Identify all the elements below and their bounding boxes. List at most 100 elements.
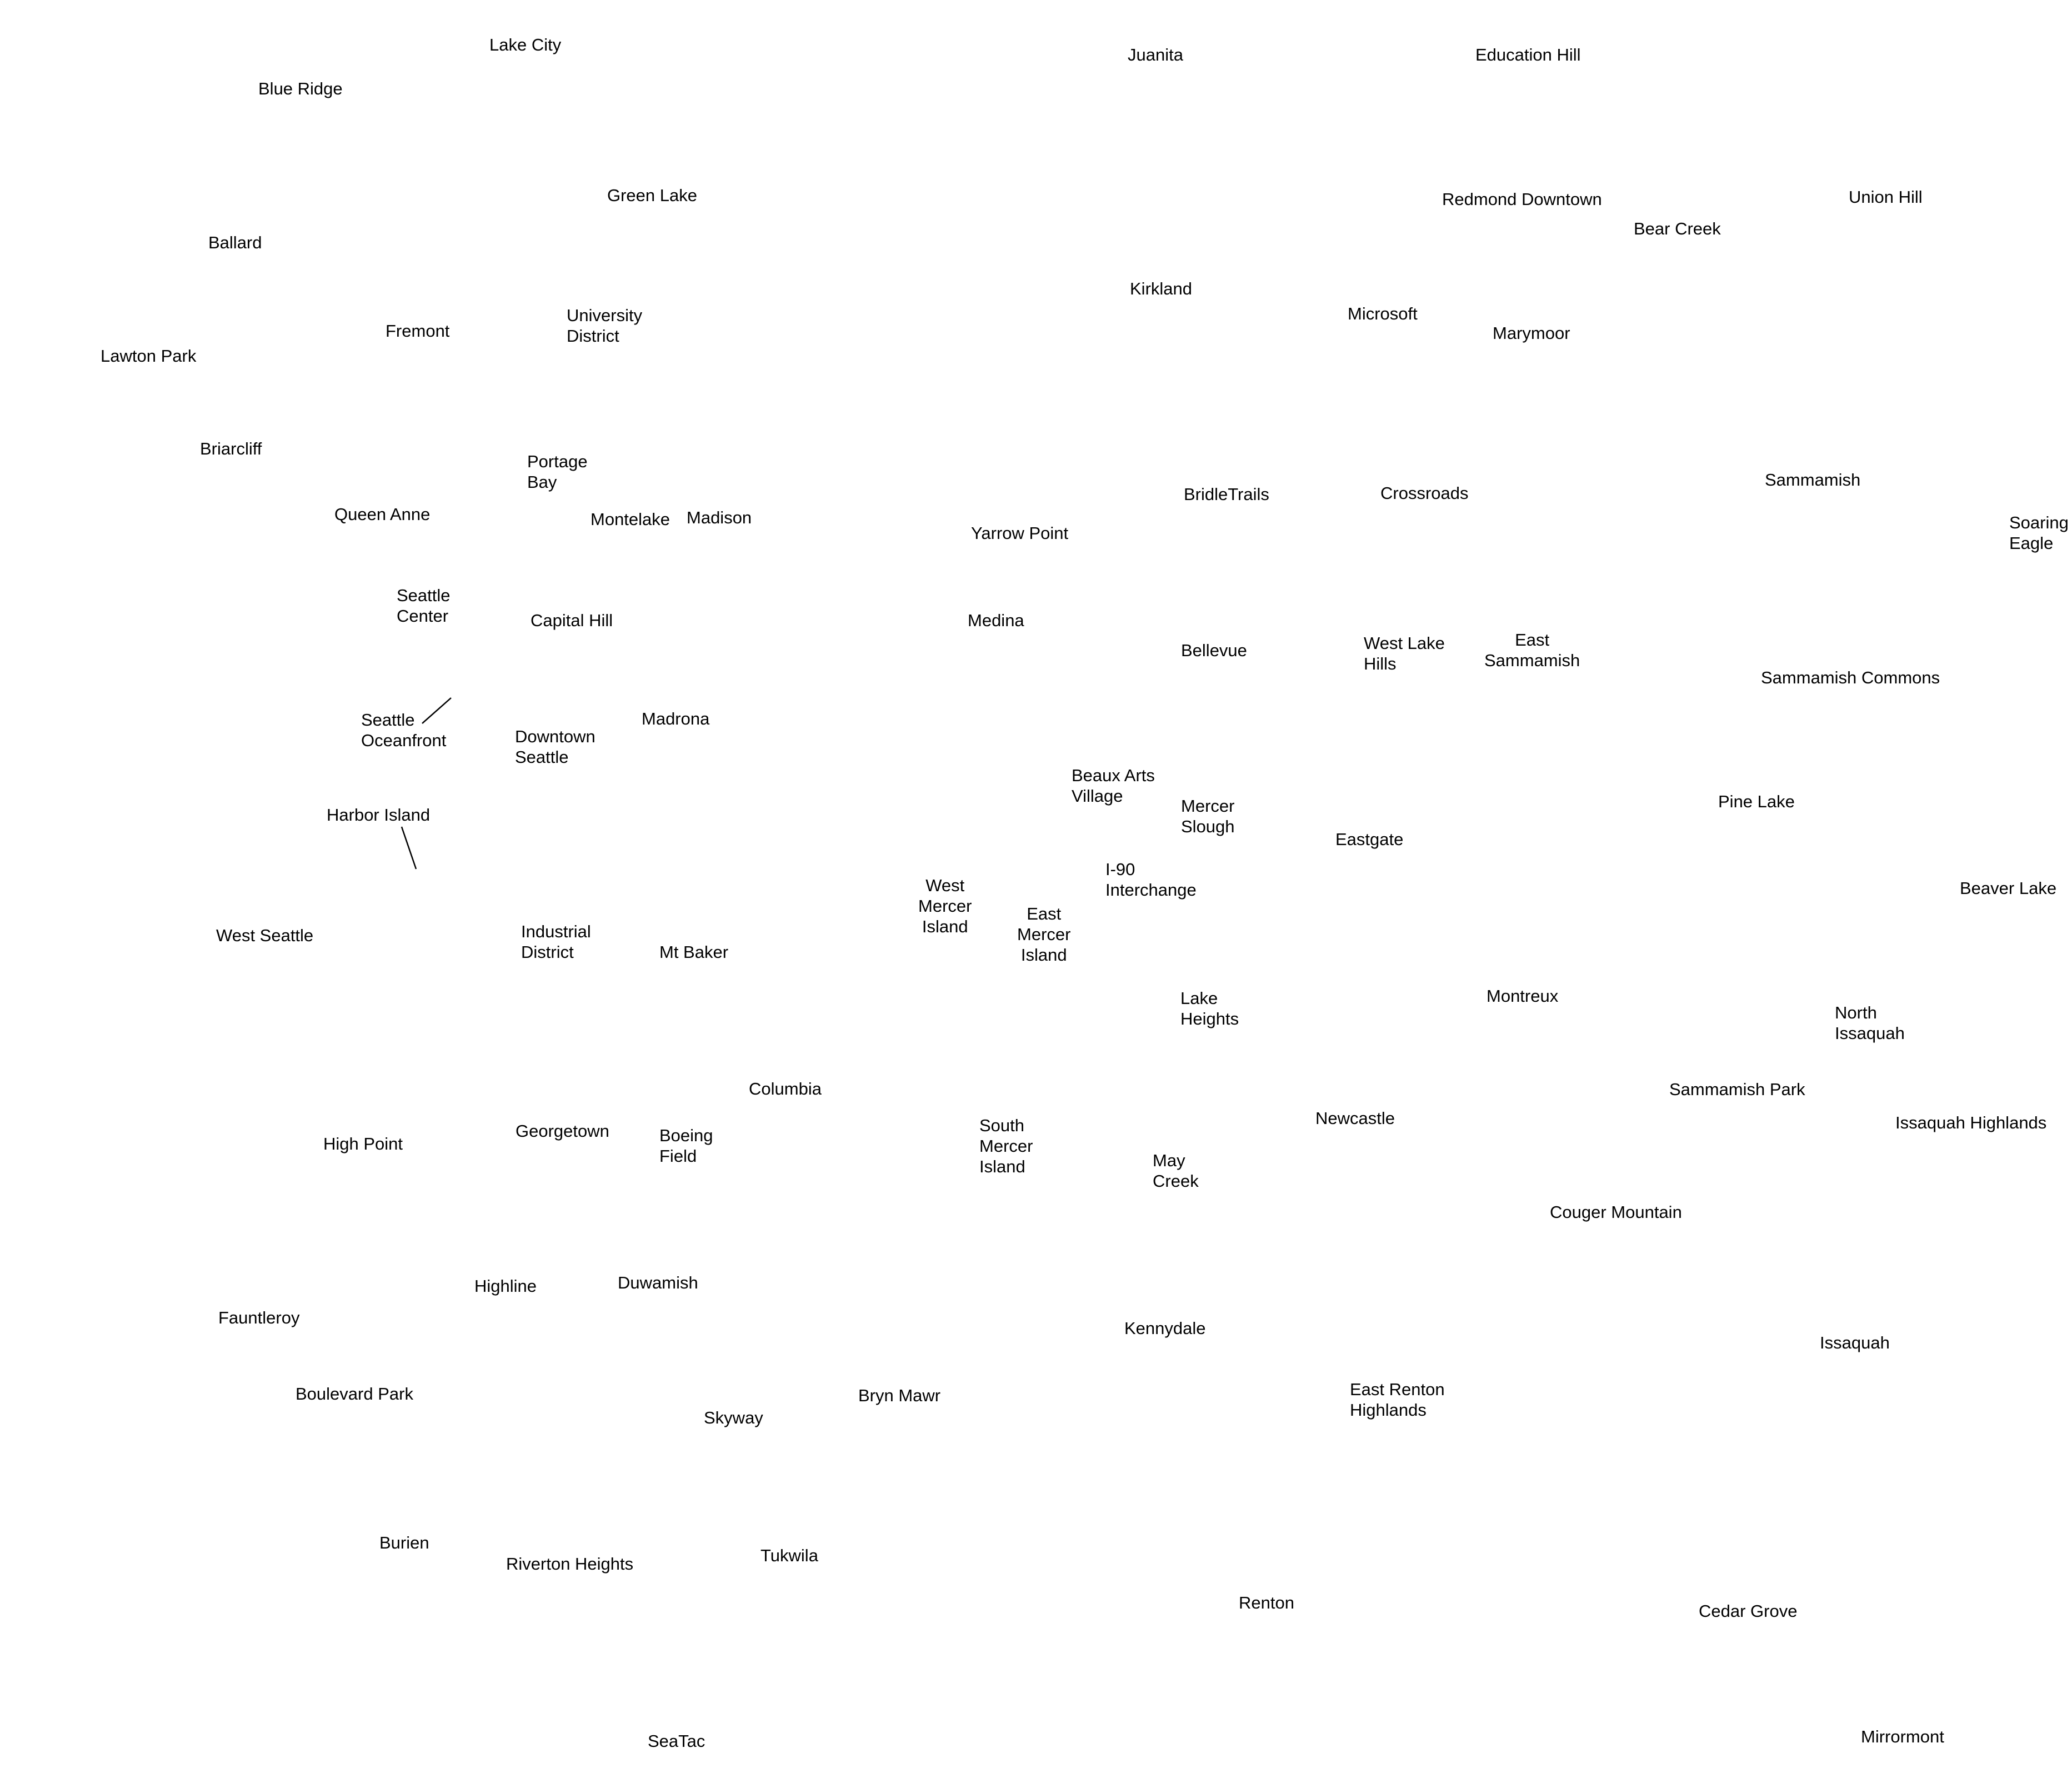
label-boulevard-park: Boulevard Park	[296, 1384, 413, 1404]
label-sammamish-park: Sammamish Park	[1669, 1080, 1805, 1099]
label-bellevue: Bellevue	[1181, 641, 1247, 660]
label-sammamish: Sammamish	[1765, 470, 1861, 490]
label-redmond-downtown: Redmond Downtown	[1442, 189, 1602, 209]
label-beaux-arts-village-line1: Beaux Arts	[1072, 766, 1155, 785]
label-west-mercer-island: West Mercer Island	[918, 875, 972, 937]
label-may-creek-line2: Creek	[1153, 1171, 1199, 1191]
label-lake-city: Lake City	[489, 35, 562, 54]
label-south-mercer-island-line2: Mercer	[979, 1136, 1033, 1156]
label-east-renton-highlands-line1: East Renton	[1350, 1380, 1445, 1399]
label-soaring-eagle-line1: Soaring	[2009, 513, 2069, 532]
label-north-issaquah: North Issaquah	[1835, 1002, 1905, 1043]
label-industrial-district: Industrial District	[521, 921, 591, 962]
label-issaquah: Issaquah	[1820, 1333, 1890, 1352]
label-west-mercer-island-line2: Mercer	[918, 896, 972, 916]
label-newcastle: Newcastle	[1315, 1108, 1395, 1128]
label-south-mercer-island-line1: South	[979, 1116, 1025, 1135]
label-riverton-heights: Riverton Heights	[506, 1554, 634, 1574]
label-lake-heights: Lake Heights	[1180, 988, 1239, 1029]
label-sammamish-commons: Sammamish Commons	[1761, 668, 1940, 687]
label-blue-ridge: Blue Ridge	[258, 79, 343, 98]
label-duwamish: Duwamish	[618, 1273, 698, 1292]
label-beaux-arts-village: Beaux Arts Village	[1072, 765, 1155, 806]
harbor-island-leader-line	[401, 826, 417, 870]
label-briarcliff: Briarcliff	[200, 439, 262, 458]
label-i90-interchange-line1: I-90	[1105, 860, 1135, 879]
label-kirkland: Kirkland	[1130, 279, 1192, 298]
label-mercer-slough-line2: Slough	[1181, 817, 1235, 836]
label-beaver-lake: Beaver Lake	[1960, 878, 2057, 898]
label-skyway: Skyway	[704, 1408, 763, 1427]
label-downtown-seattle-line2: Seattle	[515, 747, 569, 767]
label-madison: Madison	[687, 508, 752, 527]
label-east-mercer-island-line3: Island	[1020, 945, 1067, 965]
label-industrial-district-line2: District	[521, 942, 574, 962]
label-bryn-mawr: Bryn Mawr	[858, 1386, 941, 1405]
label-madrona: Madrona	[642, 709, 710, 728]
label-may-creek: May Creek	[1153, 1150, 1199, 1191]
label-seatac: SeaTac	[648, 1731, 705, 1751]
label-seattle-oceanfront-line1: Seattle	[361, 710, 415, 730]
label-green-lake: Green Lake	[607, 186, 697, 205]
label-east-sammamish-line2: Sammamish	[1484, 651, 1580, 670]
label-fremont: Fremont	[386, 321, 450, 341]
label-west-seattle: West Seattle	[216, 926, 314, 945]
label-west-mercer-island-line1: West	[925, 876, 965, 895]
label-seattle-center-line2: Center	[397, 606, 449, 626]
label-issaquah-highlands: Issaquah Highlands	[1895, 1113, 2047, 1132]
label-soaring-eagle-line2: Eagle	[2009, 533, 2054, 553]
label-north-issaquah-line1: North	[1835, 1003, 1877, 1022]
label-east-mercer-island: East Mercer Island	[1017, 903, 1070, 965]
label-north-issaquah-line2: Issaquah	[1835, 1023, 1905, 1043]
label-juanita: Juanita	[1128, 45, 1183, 64]
label-portage-bay: Portage Bay	[527, 451, 588, 492]
label-boeing-field: Boeing Field	[659, 1125, 713, 1166]
label-ballard: Ballard	[208, 233, 262, 252]
label-east-sammamish: East Sammamish	[1484, 630, 1580, 671]
label-east-renton-highlands: East Renton Highlands	[1350, 1379, 1445, 1420]
label-lawton-park: Lawton Park	[101, 346, 197, 366]
label-west-lake-hills: West Lake Hills	[1364, 633, 1445, 674]
label-highline: Highline	[474, 1276, 537, 1296]
label-medina: Medina	[968, 611, 1024, 630]
label-university-district-line2: District	[567, 326, 619, 346]
label-i90-interchange-line2: Interchange	[1105, 880, 1197, 900]
label-west-lake-hills-line1: West Lake	[1364, 633, 1445, 653]
label-west-mercer-island-line3: Island	[922, 917, 968, 936]
label-mirrormont: Mirrormont	[1861, 1727, 1944, 1746]
label-boeing-field-line1: Boeing	[659, 1126, 713, 1145]
label-south-mercer-island: South Mercer Island	[979, 1115, 1033, 1177]
label-i90-interchange: I-90 Interchange	[1105, 859, 1197, 900]
label-montelake: Montelake	[590, 510, 670, 529]
label-east-renton-highlands-line2: Highlands	[1350, 1400, 1427, 1420]
label-boeing-field-line2: Field	[659, 1146, 697, 1166]
label-beaux-arts-village-line2: Village	[1072, 786, 1123, 806]
label-montreux: Montreux	[1487, 986, 1559, 1006]
label-education-hill: Education Hill	[1475, 45, 1581, 64]
label-west-lake-hills-line2: Hills	[1364, 654, 1397, 673]
label-mt-baker: Mt Baker	[659, 942, 729, 962]
label-mercer-slough-line1: Mercer	[1181, 796, 1235, 816]
label-kennydale: Kennydale	[1124, 1318, 1206, 1338]
label-mercer-slough: Mercer Slough	[1181, 796, 1235, 837]
label-south-mercer-island-line3: Island	[979, 1157, 1025, 1176]
label-portage-bay-line1: Portage	[527, 452, 588, 471]
label-microsoft: Microsoft	[1348, 304, 1418, 323]
label-tukwila: Tukwila	[760, 1546, 818, 1565]
label-university-district: University District	[567, 305, 642, 346]
label-soaring-eagle: Soaring Eagle	[2009, 512, 2069, 553]
label-lake-heights-line1: Lake	[1180, 988, 1218, 1008]
label-queen-anne: Queen Anne	[334, 505, 431, 524]
label-portage-bay-line2: Bay	[527, 472, 557, 492]
label-seattle-oceanfront: Seattle Oceanfront	[361, 710, 446, 751]
label-yarrow-point: Yarrow Point	[971, 523, 1069, 543]
label-east-sammamish-line1: East	[1515, 630, 1550, 650]
label-harbor-island: Harbor Island	[327, 805, 431, 825]
label-capital-hill: Capital Hill	[530, 611, 613, 630]
seattle-oceanfront-leader-line	[422, 697, 452, 724]
label-seattle-center-line1: Seattle	[397, 586, 451, 605]
label-fauntleroy: Fauntleroy	[218, 1308, 300, 1327]
label-union-hill: Union Hill	[1849, 187, 1923, 207]
